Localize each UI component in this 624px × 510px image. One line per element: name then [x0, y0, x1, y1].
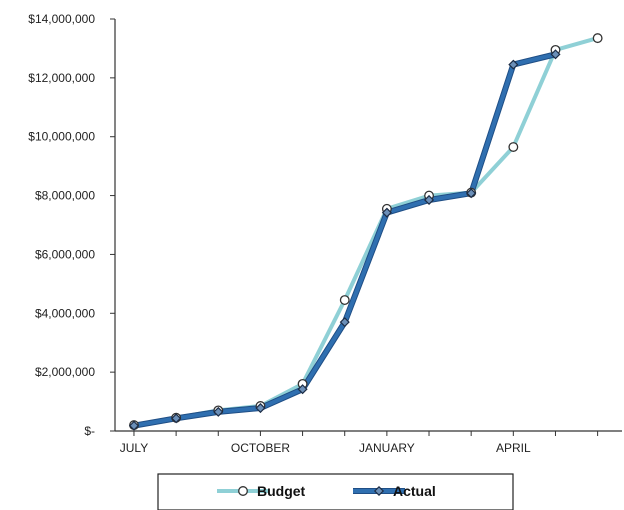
actual-point — [171, 413, 182, 424]
y-tick-label: $6,000,000 — [35, 247, 95, 261]
actual-point — [213, 406, 224, 417]
actual-line-shadow — [131, 51, 559, 429]
y-tick-label: $2,000,000 — [35, 365, 95, 379]
legend-budget-marker — [238, 486, 248, 496]
axes — [114, 19, 622, 432]
y-axis-ticks: $- $2,000,000 $4,000,000 $6,000,000 $8,000,0… — [28, 12, 115, 438]
actual-point — [255, 402, 266, 414]
x-tick-label: JANUARY — [359, 441, 415, 455]
y-tick-label: $10,000,000 — [28, 130, 95, 144]
actual-point — [508, 59, 519, 70]
x-axis-ticks: JULY OCTOBER JANUARY APRIL — [120, 431, 599, 455]
legend-label: Budget — [257, 483, 306, 499]
actual-point — [466, 188, 477, 199]
budget-point — [339, 295, 350, 305]
legend: Budget Actual — [157, 473, 514, 510]
y-tick-label: $4,000,000 — [35, 306, 95, 320]
legend-label: Actual — [393, 483, 436, 499]
y-tick-label: $14,000,000 — [28, 12, 95, 26]
budget-line — [132, 36, 600, 428]
y-tick-label: $12,000,000 — [28, 71, 95, 85]
actual-point — [424, 194, 435, 206]
actual-point — [128, 420, 140, 431]
actual-point — [339, 317, 350, 328]
x-tick-label: JULY — [120, 441, 148, 455]
actual-point — [381, 207, 392, 218]
actual-point — [297, 384, 308, 395]
budget-point — [508, 142, 519, 152]
actual-point — [550, 49, 561, 60]
actual-line — [132, 52, 558, 428]
legend-box — [157, 473, 514, 510]
legend-actual-marker — [373, 485, 385, 497]
x-tick-label: APRIL — [496, 441, 531, 455]
budget-point — [592, 33, 603, 44]
y-tick-label: $8,000,000 — [35, 189, 95, 203]
series-lines — [128, 33, 603, 431]
x-tick-label: OCTOBER — [231, 441, 290, 455]
y-tick-label: $- — [84, 424, 95, 438]
